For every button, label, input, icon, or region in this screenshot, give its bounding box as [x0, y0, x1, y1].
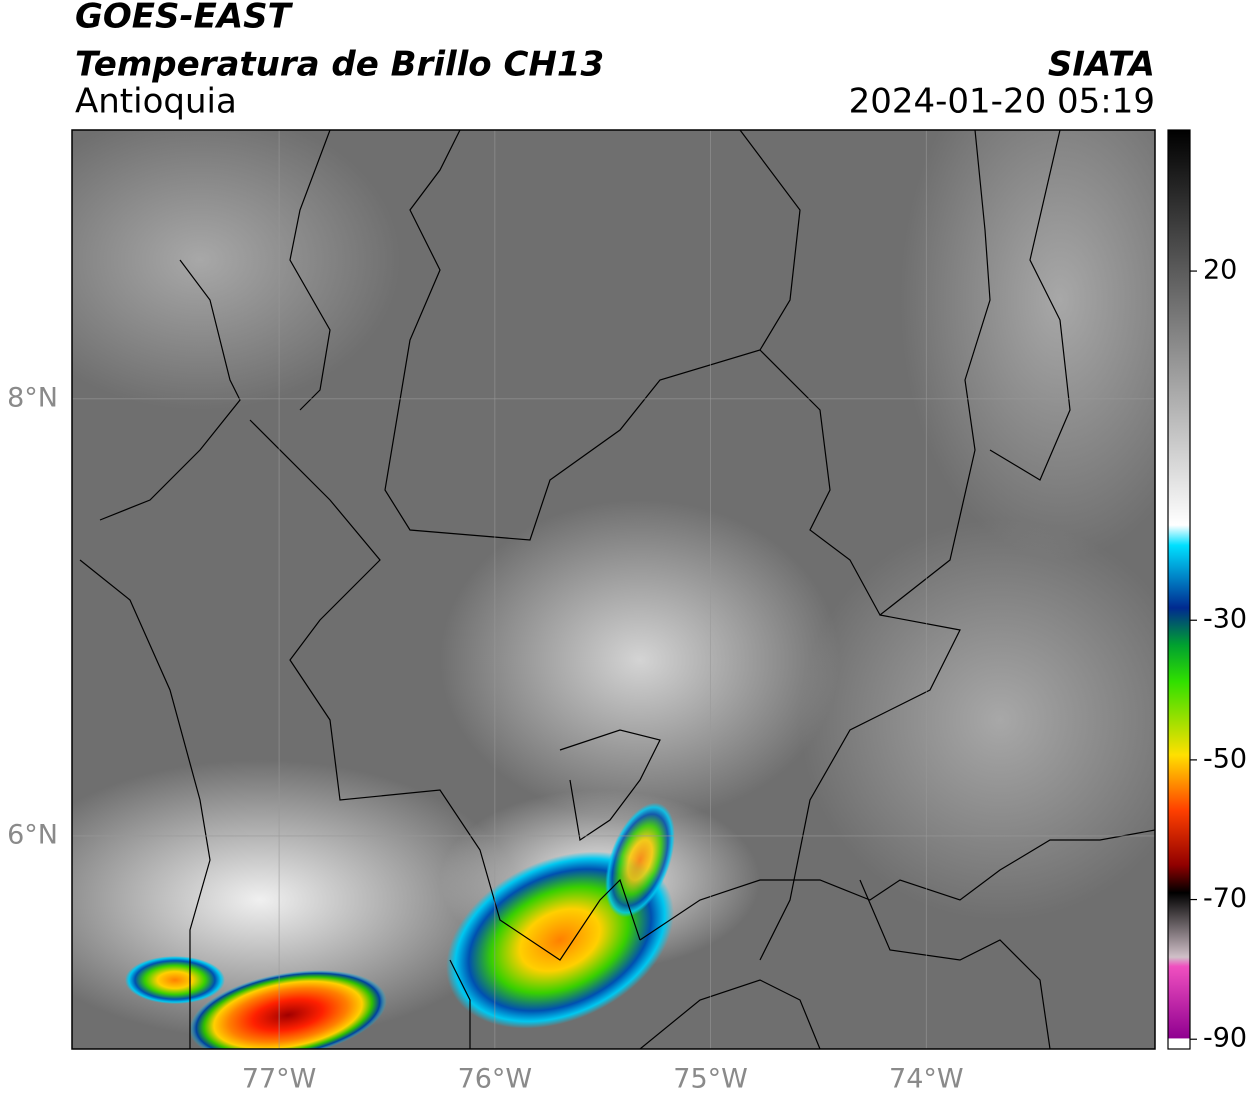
colorbar-tick-label: -90 [1203, 1023, 1247, 1054]
colorbar-tick-label: -50 [1203, 743, 1247, 774]
lon-tick-label: 74°W [889, 1064, 964, 1095]
colorbar [1167, 129, 1191, 1050]
lon-tick-label: 76°W [458, 1064, 533, 1095]
colorbar-tick-label: -70 [1203, 883, 1247, 914]
graticule [72, 130, 1155, 1049]
title: GOES-EAST [75, 0, 294, 37]
subtitle: Temperatura de Brillo CH13 [75, 45, 604, 85]
lon-tick-label: 77°W [242, 1064, 317, 1095]
lon-tick-label: 75°W [673, 1064, 748, 1095]
colorbar-tick-label: -30 [1203, 604, 1247, 635]
lat-tick-label: 8°N [7, 382, 58, 413]
borders [79, 130, 1155, 1049]
colorbar-tick-label: 20 [1203, 255, 1237, 286]
satellite-image [72, 130, 1155, 1049]
region: Antioquia [75, 82, 237, 122]
datetime: 2024-01-20 05:19 [849, 82, 1155, 122]
map-frame [71, 129, 1156, 1050]
lat-tick-label: 6°N [7, 819, 58, 850]
source: SIATA [1048, 45, 1155, 85]
